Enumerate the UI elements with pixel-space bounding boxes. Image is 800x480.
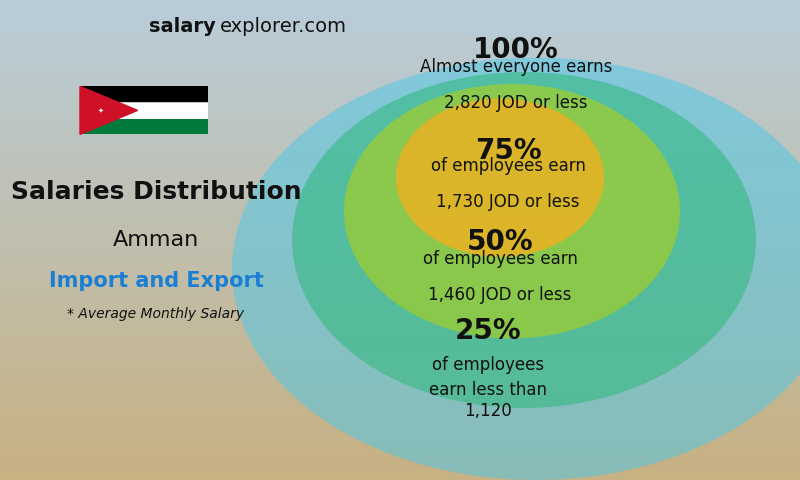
Bar (0, 324, 800, 336)
Bar (0, 228, 800, 240)
Bar (0, 240, 800, 252)
Text: Import and Export: Import and Export (49, 271, 263, 291)
Bar (0, 372, 800, 384)
Text: 75%: 75% (474, 137, 542, 165)
Bar (0, 252, 800, 264)
Bar (0, 408, 800, 420)
Bar (0, 288, 800, 300)
Bar (0, 444, 800, 456)
Bar (0, 384, 800, 396)
Bar (80, 86, 208, 102)
Text: 25%: 25% (454, 317, 522, 345)
Bar (0, 0, 800, 12)
Text: of employees earn: of employees earn (422, 250, 578, 268)
Bar (0, 168, 800, 180)
Bar (0, 432, 800, 444)
Bar (0, 456, 800, 468)
Bar (0, 36, 800, 48)
Bar (0, 84, 800, 96)
Bar (0, 468, 800, 480)
Bar (0, 24, 800, 36)
Polygon shape (80, 86, 138, 134)
Ellipse shape (232, 58, 800, 480)
Text: 100%: 100% (473, 36, 559, 64)
Text: of employees earn: of employees earn (430, 156, 586, 175)
Bar (0, 420, 800, 432)
Bar (0, 360, 800, 372)
Bar (0, 348, 800, 360)
Bar (80, 103, 208, 119)
Text: salary: salary (150, 17, 216, 36)
Text: ✦: ✦ (98, 108, 103, 113)
Bar (0, 12, 800, 24)
Bar (0, 264, 800, 276)
Bar (0, 216, 800, 228)
Text: Amman: Amman (113, 230, 199, 250)
Bar (0, 108, 800, 120)
Text: 1,460 JOD or less: 1,460 JOD or less (428, 286, 572, 304)
Text: Salaries Distribution: Salaries Distribution (10, 180, 302, 204)
Bar (80, 119, 208, 134)
Bar (0, 276, 800, 288)
Ellipse shape (344, 84, 680, 338)
Text: 50%: 50% (466, 228, 534, 256)
Bar (0, 204, 800, 216)
Text: of employees: of employees (432, 356, 544, 374)
Text: 2,820 JOD or less: 2,820 JOD or less (444, 94, 588, 112)
Bar (0, 336, 800, 348)
Ellipse shape (396, 98, 604, 257)
Text: 1,730 JOD or less: 1,730 JOD or less (436, 192, 580, 211)
Bar (0, 72, 800, 84)
Bar (0, 312, 800, 324)
Bar (0, 60, 800, 72)
Text: explorer.com: explorer.com (220, 17, 347, 36)
Bar (0, 48, 800, 60)
Bar (0, 180, 800, 192)
Bar (0, 120, 800, 132)
Text: Almost everyone earns: Almost everyone earns (420, 58, 612, 76)
Bar (0, 300, 800, 312)
Bar (0, 132, 800, 144)
Bar (0, 156, 800, 168)
Text: * Average Monthly Salary: * Average Monthly Salary (67, 307, 245, 322)
Bar (0, 144, 800, 156)
Bar (0, 96, 800, 108)
Text: earn less than
1,120: earn less than 1,120 (429, 382, 547, 420)
Bar (0, 192, 800, 204)
Ellipse shape (292, 72, 756, 408)
Bar (0, 396, 800, 408)
